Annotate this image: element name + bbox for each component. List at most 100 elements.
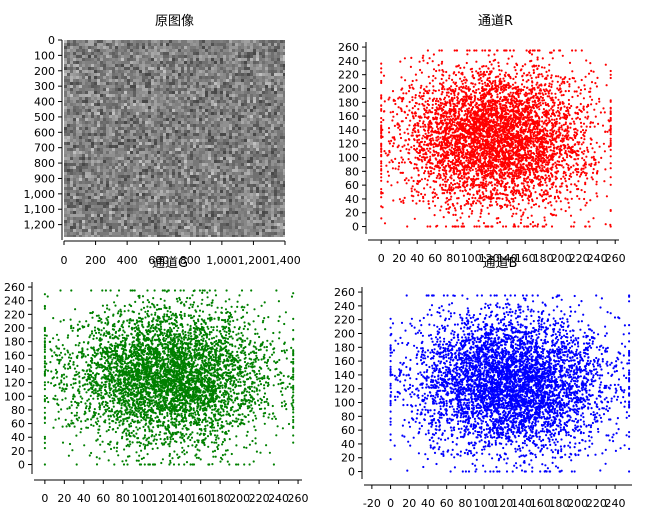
x-tick-label: 1,400 xyxy=(269,254,301,267)
noise-image xyxy=(64,40,285,237)
x-tick-label: 160 xyxy=(190,492,211,505)
y-tick-label: 600 xyxy=(34,126,55,139)
y-tick-label: 220 xyxy=(338,69,359,82)
x-tick-label: 220 xyxy=(249,492,270,505)
panel-3: 通道B020406080100120140160180200220240260-… xyxy=(334,256,632,510)
x-tick-label: 0 xyxy=(41,492,48,505)
y-tick-label: 180 xyxy=(338,96,359,109)
y-tick-label: 20 xyxy=(341,452,355,465)
y-tick-label: 140 xyxy=(334,369,355,382)
y-tick-label: 240 xyxy=(338,55,359,68)
y-tick-label: 40 xyxy=(11,431,25,444)
x-tick-label: 100 xyxy=(132,492,153,505)
image-pixels-144 xyxy=(64,40,285,237)
x-tick-label: 40 xyxy=(421,497,435,510)
x-tick-label: -20 xyxy=(363,497,381,510)
y-tick-label: 260 xyxy=(334,286,355,299)
x-tick-label: 120 xyxy=(151,492,172,505)
y-tick-label: 100 xyxy=(34,49,55,62)
x-tick-label: 200 xyxy=(85,254,106,267)
y-tick-label: 500 xyxy=(34,111,55,124)
y-tick-label: 120 xyxy=(334,383,355,396)
x-tick-label: 60 xyxy=(96,492,110,505)
x-tick-label: 0 xyxy=(378,252,385,265)
image-pixels-112 xyxy=(64,40,285,237)
y-tick-label: 0 xyxy=(348,466,355,479)
x-tick-label: 60 xyxy=(428,252,442,265)
panel-title: 通道G xyxy=(152,256,188,271)
x-tick-label: 80 xyxy=(116,492,130,505)
y-tick-label: 1,200 xyxy=(24,219,56,232)
y-tick-label: 140 xyxy=(338,124,359,137)
y-tick-label: 140 xyxy=(4,363,25,376)
x-tick-label: 40 xyxy=(410,252,424,265)
scatter-series xyxy=(380,49,612,228)
y-tick-label: 1,100 xyxy=(24,203,56,216)
x-tick-label: 20 xyxy=(392,252,406,265)
x-tick-label: 240 xyxy=(268,492,289,505)
x-tick-label: 0 xyxy=(61,254,68,267)
y-tick-label: 160 xyxy=(334,355,355,368)
panel-0: 原图像 0 100 200 300 400 500 600 700 800 900 1,000 1,10… xyxy=(24,14,301,267)
y-tick-label: 60 xyxy=(341,424,355,437)
y-tick-label: 40 xyxy=(345,193,359,206)
y-tick-label: 300 xyxy=(34,80,55,93)
y-tick-label: 240 xyxy=(4,295,25,308)
image-pixels-88 xyxy=(64,40,285,237)
image-pixels-176 xyxy=(64,43,283,237)
image-pixels-120 xyxy=(64,40,285,237)
x-tick-label: 260 xyxy=(605,252,626,265)
x-tick-label: 400 xyxy=(117,254,138,267)
x-tick-label: 180 xyxy=(210,492,231,505)
y-tick-label: 100 xyxy=(338,152,359,165)
x-tick-label: 220 xyxy=(569,252,590,265)
x-tick-label: 180 xyxy=(548,497,569,510)
x-tick-label: 60 xyxy=(440,497,454,510)
y-tick-label: 200 xyxy=(334,327,355,340)
x-tick-label: 100 xyxy=(474,497,495,510)
panel-title: 通道B xyxy=(483,256,518,271)
y-tick-label: 160 xyxy=(4,349,25,362)
y-tick-label: 60 xyxy=(345,179,359,192)
x-tick-label: 180 xyxy=(533,252,554,265)
scatter-points xyxy=(389,294,631,473)
y-tick-label: 80 xyxy=(341,410,355,423)
y-tick-label: 100 xyxy=(334,397,355,410)
x-tick-label: 1,000 xyxy=(206,254,238,267)
x-tick-label: 0 xyxy=(387,497,394,510)
x-tick-label: 260 xyxy=(288,492,309,505)
x-tick-label: 600 xyxy=(148,254,169,267)
y-tick-label: 240 xyxy=(334,300,355,313)
y-tick-label: 220 xyxy=(4,308,25,321)
x-tick-label: 160 xyxy=(530,497,551,510)
y-tick-label: 200 xyxy=(4,322,25,335)
y-tick-label: 700 xyxy=(34,142,55,155)
image-pixels-136 xyxy=(64,40,285,237)
y-tick-label: 260 xyxy=(4,281,25,294)
y-tick-label: 20 xyxy=(11,445,25,458)
y-tick-label: 220 xyxy=(334,314,355,327)
y-tick-label: 400 xyxy=(34,96,55,109)
y-tick-label: 900 xyxy=(34,172,55,185)
image-pixels-104 xyxy=(64,40,285,237)
y-tick-label: 100 xyxy=(4,390,25,403)
y-tick-label: 120 xyxy=(338,138,359,151)
y-tick-label: 0 xyxy=(48,34,55,47)
x-tick-label: 140 xyxy=(511,497,532,510)
x-tick-label: 120 xyxy=(492,497,513,510)
panel-title: 通道R xyxy=(478,14,513,29)
y-tick-label: 160 xyxy=(338,110,359,123)
y-tick-label: 80 xyxy=(11,404,25,417)
x-tick-label: 80 xyxy=(446,252,460,265)
panel-title: 原图像 xyxy=(155,14,194,29)
scatter-points xyxy=(43,289,295,466)
panel-2: 通道G0204060801001201401601802002202402600… xyxy=(4,256,309,505)
panel-1: 通道R0204060801001201401601802002202402600… xyxy=(338,14,626,265)
x-tick-label: 160 xyxy=(515,252,536,265)
y-tick-label: 20 xyxy=(345,207,359,220)
x-tick-label: 220 xyxy=(586,497,607,510)
y-tick-label: 260 xyxy=(338,41,359,54)
x-tick-label: 140 xyxy=(497,252,518,265)
y-tick-label: 0 xyxy=(18,459,25,472)
